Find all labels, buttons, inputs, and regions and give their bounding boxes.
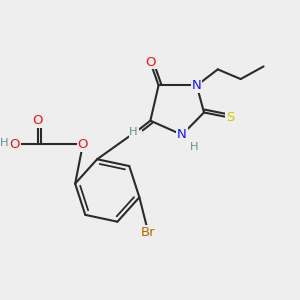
Text: O: O — [10, 138, 20, 151]
Text: H: H — [0, 138, 8, 148]
Text: O: O — [145, 56, 156, 68]
Text: H: H — [129, 127, 138, 137]
Text: N: N — [177, 128, 187, 141]
Text: O: O — [32, 114, 43, 127]
Text: O: O — [78, 138, 88, 151]
Text: H: H — [190, 142, 199, 152]
Text: Br: Br — [141, 226, 156, 239]
Text: N: N — [192, 79, 202, 92]
Text: S: S — [226, 111, 235, 124]
